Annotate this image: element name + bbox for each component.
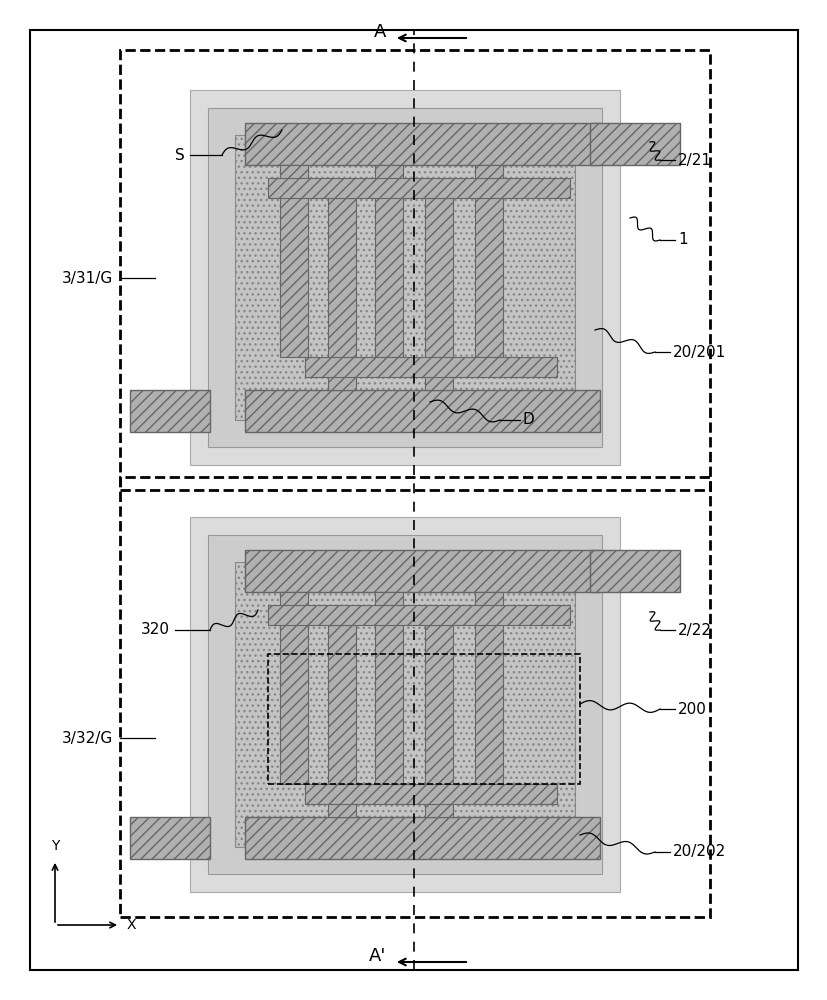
Bar	[424, 625, 452, 817]
Bar	[304, 784, 557, 804]
Bar	[245, 123, 600, 165]
Bar	[189, 517, 619, 892]
Bar	[235, 135, 574, 420]
Bar	[424, 198, 452, 390]
Text: 20/201: 20/201	[672, 344, 725, 360]
Bar	[280, 592, 308, 784]
Bar	[235, 562, 574, 847]
Bar	[208, 535, 601, 874]
Bar	[590, 123, 679, 165]
Text: 2/21: 2/21	[677, 153, 711, 168]
Bar	[189, 90, 619, 465]
Text: 3/31/G: 3/31/G	[62, 270, 112, 286]
Bar	[280, 165, 308, 357]
Text: A: A	[373, 23, 385, 41]
Bar	[475, 592, 502, 784]
Bar	[268, 654, 579, 784]
Bar	[245, 550, 600, 592]
Text: S: S	[175, 148, 184, 163]
Bar	[130, 390, 210, 432]
Bar	[327, 625, 356, 817]
Bar	[304, 357, 557, 377]
Bar	[268, 178, 569, 198]
Bar	[590, 550, 679, 592]
Text: D: D	[523, 412, 534, 428]
Text: X: X	[127, 918, 136, 932]
Bar	[268, 605, 569, 625]
Text: Y: Y	[50, 839, 59, 853]
Bar	[327, 198, 356, 390]
Text: 1: 1	[677, 232, 686, 247]
Text: A': A'	[368, 947, 385, 965]
Bar	[475, 165, 502, 357]
Text: 2/22: 2/22	[677, 622, 711, 638]
Bar	[375, 592, 403, 784]
Bar	[120, 477, 709, 917]
Text: 320: 320	[141, 622, 170, 638]
Bar	[130, 817, 210, 859]
Text: 20/202: 20/202	[672, 844, 725, 859]
Bar	[120, 50, 709, 490]
Text: 200: 200	[677, 702, 706, 716]
Bar	[208, 108, 601, 447]
Bar	[375, 165, 403, 357]
Bar	[245, 390, 600, 432]
Bar	[245, 817, 600, 859]
Text: 3/32/G: 3/32/G	[62, 730, 112, 745]
